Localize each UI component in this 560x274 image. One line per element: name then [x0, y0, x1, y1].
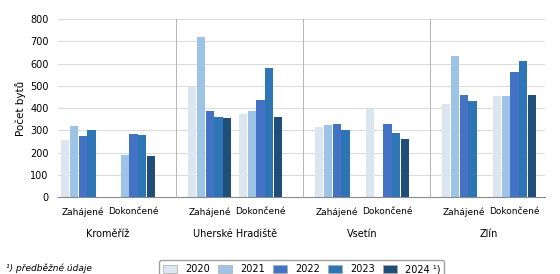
Bar [120, 155, 129, 197]
Bar [70, 126, 78, 197]
Bar [265, 68, 273, 197]
Bar [366, 109, 374, 197]
Bar [61, 141, 69, 197]
Bar [493, 96, 501, 197]
Bar [468, 101, 477, 197]
Bar [147, 156, 155, 197]
Bar [315, 127, 324, 197]
Bar [214, 117, 222, 197]
Bar [333, 124, 341, 197]
Bar [442, 104, 450, 197]
Bar [188, 87, 197, 197]
Bar [274, 117, 282, 197]
Bar [392, 133, 400, 197]
Y-axis label: Počet bytů: Počet bytů [15, 81, 26, 136]
Bar [256, 100, 265, 197]
Bar [401, 139, 409, 197]
Bar [239, 114, 247, 197]
Text: Vsetín: Vsetín [347, 229, 377, 239]
Bar [460, 95, 468, 197]
Bar [341, 130, 349, 197]
Bar [502, 96, 510, 197]
Bar [248, 112, 256, 197]
Bar [528, 95, 536, 197]
Bar [129, 134, 138, 197]
Bar [87, 130, 96, 197]
Bar [223, 118, 231, 197]
Bar [138, 135, 146, 197]
Text: Uherské Hradiště: Uherské Hradiště [193, 229, 277, 239]
Text: ¹) předběžné údaje: ¹) předběžné údaje [6, 263, 91, 273]
Bar [78, 136, 87, 197]
Text: Kroměříž: Kroměříž [86, 229, 130, 239]
Bar [451, 56, 459, 197]
Bar [519, 61, 528, 197]
Bar [510, 73, 519, 197]
Bar [384, 124, 391, 197]
Text: Zlín: Zlín [480, 229, 498, 239]
Legend: 2020, 2021, 2022, 2023, 2024 ¹): 2020, 2021, 2022, 2023, 2024 ¹) [159, 260, 444, 274]
Bar [206, 112, 214, 197]
Bar [324, 125, 332, 197]
Bar [197, 37, 205, 197]
